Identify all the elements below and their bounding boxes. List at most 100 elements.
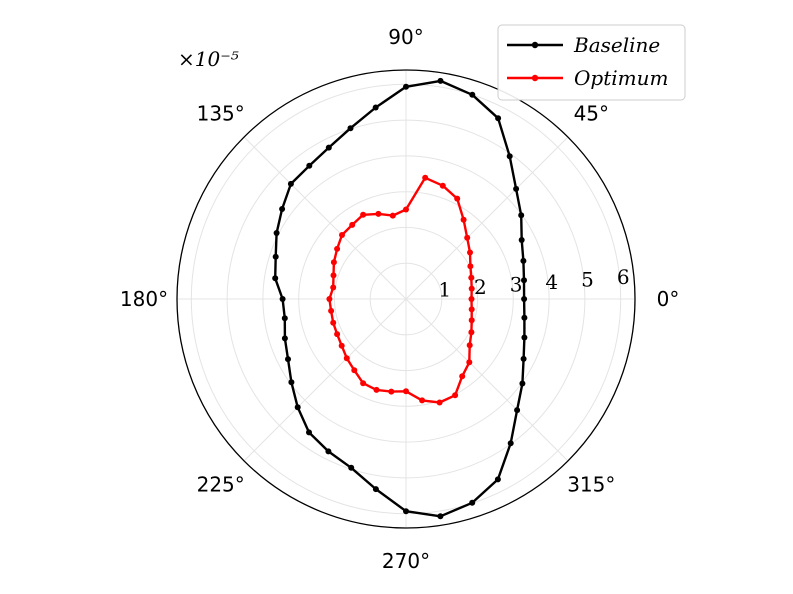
series-point-baseline (520, 257, 527, 264)
series-point-optimum (349, 221, 356, 228)
series-point-baseline (521, 296, 528, 302)
angular-grid-line (243, 298, 407, 462)
angle-tick-label: 90° (388, 25, 423, 49)
series-point-baseline (519, 380, 526, 387)
series-point-optimum (467, 249, 473, 256)
series-point-baseline (494, 476, 501, 483)
series-point-baseline (281, 315, 288, 322)
series-point-baseline (372, 486, 379, 493)
legend-box (497, 24, 686, 101)
series-point-baseline (281, 335, 288, 342)
series-point-baseline (506, 153, 513, 160)
radial-tick-label: 2 (474, 275, 487, 299)
series-point-baseline (347, 125, 354, 132)
angle-tick-label: 0° (657, 287, 680, 311)
series-point-optimum (468, 274, 475, 281)
series-point-baseline (521, 314, 528, 321)
series-point-baseline (514, 407, 521, 414)
angular-grid-line (405, 298, 569, 462)
polar-frame (176, 69, 636, 529)
angular-grid-line (405, 136, 569, 300)
series-point-optimum (338, 342, 345, 349)
radial-tick-label: 6 (617, 265, 630, 289)
series-point-optimum (466, 342, 473, 349)
series-point-optimum (468, 329, 475, 336)
series-point-baseline (469, 499, 476, 506)
angular-grid-line (243, 136, 407, 300)
radial-tick-label: 3 (510, 273, 523, 297)
series-point-baseline (273, 230, 280, 236)
series-point-baseline (272, 275, 279, 282)
series-point-optimum (422, 174, 429, 181)
series-point-baseline (518, 237, 525, 243)
series-layer (272, 77, 528, 520)
series-point-optimum (439, 182, 446, 189)
angle-tick-label: 45° (574, 102, 609, 126)
series-point-optimum (468, 285, 475, 292)
series-point-optimum (343, 355, 350, 362)
series-point-baseline (469, 91, 476, 98)
series-point-baseline (520, 355, 527, 362)
series-point-baseline (325, 448, 332, 455)
series-point-optimum (468, 306, 475, 313)
series-point-optimum (467, 263, 474, 270)
series-point-optimum (464, 234, 471, 241)
series-point-optimum (330, 284, 337, 291)
angle-tick-label: 135° (197, 102, 245, 126)
legend-label-optimum: Optimum (574, 66, 668, 90)
scale-multiplier-label: ×10⁻⁵ (178, 47, 239, 71)
series-point-baseline (521, 277, 527, 284)
series-point-optimum (459, 373, 466, 380)
series-point-baseline (507, 440, 514, 447)
series-point-optimum (360, 211, 367, 218)
series-point-optimum (454, 195, 461, 202)
series-point-optimum (330, 272, 337, 279)
series-point-baseline (288, 379, 295, 386)
angle-tick-label: 225° (197, 472, 245, 496)
series-point-optimum (403, 206, 409, 213)
series-point-baseline (306, 162, 313, 169)
series-point-optimum (360, 380, 367, 387)
radial-tick-label: 1 (438, 278, 451, 302)
series-point-baseline (518, 212, 525, 219)
series-point-optimum (334, 245, 341, 252)
label-layer: 1 2 3 4 5 6 0° 45° 90° 135° 180° 225° 270° 315° ×10⁻⁵ (120, 25, 679, 573)
series-point-optimum (460, 216, 467, 223)
series-point-baseline (513, 185, 520, 192)
series-point-baseline (437, 513, 444, 520)
radial-tick-label: 5 (581, 268, 594, 292)
radial-tick-label: 4 (545, 270, 558, 294)
series-point-optimum (389, 212, 396, 219)
series-point-baseline (348, 464, 355, 471)
series-point-baseline (403, 508, 409, 515)
series-point-baseline (437, 77, 444, 84)
series-point-baseline (306, 429, 312, 436)
series-point-optimum (468, 317, 475, 324)
series-point-baseline (294, 404, 301, 411)
legend: Baseline Optimum (497, 24, 686, 101)
series-point-optimum (330, 319, 337, 326)
series-point-optimum (419, 397, 426, 404)
series-point-baseline (495, 115, 502, 122)
series-point-optimum (328, 307, 335, 314)
series-point-baseline (287, 180, 294, 187)
series-point-optimum (373, 386, 380, 393)
series-point-optimum (403, 388, 409, 395)
series-point-baseline (279, 206, 286, 212)
series-point-optimum (468, 296, 475, 302)
angle-tick-label: 315° (567, 472, 615, 496)
series-point-optimum (326, 296, 333, 302)
series-point-optimum (334, 331, 341, 338)
series-point-baseline (372, 104, 379, 111)
legend-marker-baseline (531, 41, 539, 49)
grid-layer (176, 69, 636, 529)
series-point-baseline (521, 334, 528, 341)
series-point-baseline (403, 83, 409, 90)
series-point-optimum (452, 392, 459, 399)
series-point-baseline (285, 356, 291, 363)
angle-tick-label: 180° (120, 287, 168, 311)
series-point-optimum (388, 388, 395, 395)
series-point-optimum (436, 399, 443, 406)
